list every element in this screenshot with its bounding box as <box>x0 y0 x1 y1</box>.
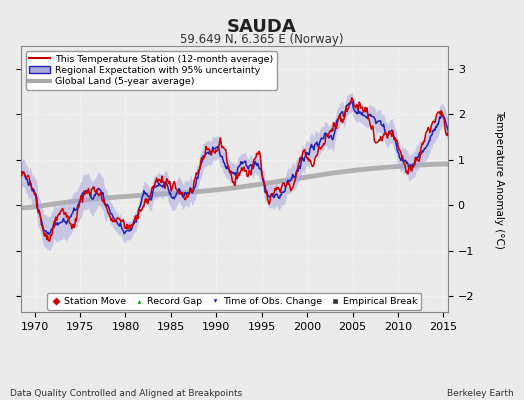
Text: Data Quality Controlled and Aligned at Breakpoints: Data Quality Controlled and Aligned at B… <box>10 389 243 398</box>
Text: 59.649 N, 6.365 E (Norway): 59.649 N, 6.365 E (Norway) <box>180 33 344 46</box>
Y-axis label: Temperature Anomaly (°C): Temperature Anomaly (°C) <box>494 110 504 248</box>
Text: Berkeley Earth: Berkeley Earth <box>447 389 514 398</box>
Legend: Station Move, Record Gap, Time of Obs. Change, Empirical Break: Station Move, Record Gap, Time of Obs. C… <box>48 293 421 310</box>
Text: SAUDA: SAUDA <box>227 18 297 36</box>
